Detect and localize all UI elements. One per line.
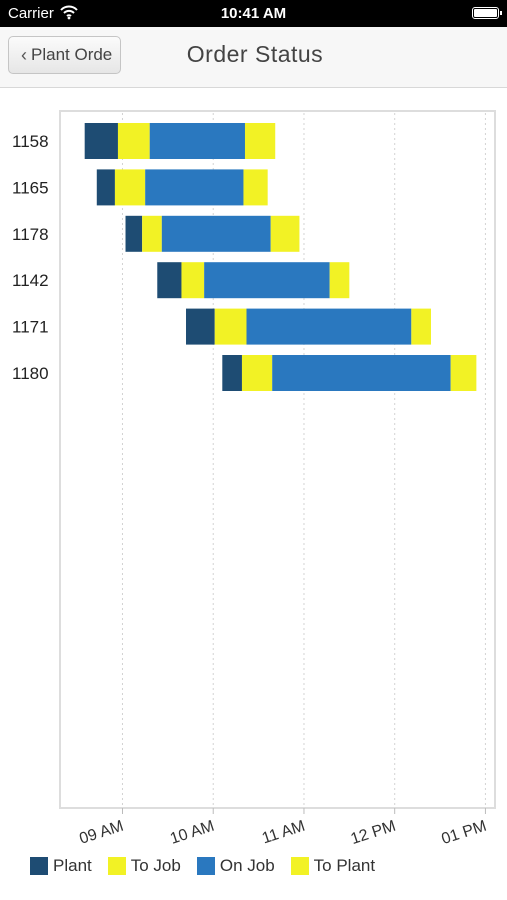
on-job-segment — [145, 169, 244, 206]
row-label: 1165 — [12, 178, 49, 197]
legend-item-to-job: To Job — [107, 856, 181, 876]
to-job-segment — [114, 169, 146, 206]
legend-swatch-plant — [30, 857, 48, 875]
to-plant-segment — [270, 215, 300, 252]
row-label: 1180 — [12, 364, 49, 383]
on-job-segment — [161, 215, 271, 252]
battery-icon — [472, 7, 502, 19]
legend-item-plant: Plant — [30, 856, 92, 876]
x-tick-label: 09 AM — [77, 818, 125, 848]
on-job-segment — [272, 355, 451, 391]
back-button[interactable]: ‹ Plant Orde — [8, 36, 121, 74]
status-bar: Carrier 10:41 AM — [0, 0, 507, 27]
to-plant-segment — [450, 355, 477, 391]
legend-item-on-job: On Job — [196, 856, 275, 876]
legend-label: Plant — [53, 856, 92, 875]
legend-label: On Job — [219, 856, 275, 875]
to-job-segment — [142, 215, 162, 252]
to-job-segment — [117, 123, 150, 159]
row-label: 1142 — [12, 271, 49, 290]
to-plant-segment — [243, 169, 268, 206]
plant-segment — [96, 169, 115, 206]
x-tick-label: 12 PM — [349, 818, 398, 848]
back-button-label: Plant Orde — [31, 45, 113, 64]
plant-segment — [186, 308, 215, 345]
row-label: 1178 — [12, 225, 49, 244]
on-job-segment — [246, 308, 412, 345]
plant-segment — [84, 123, 118, 159]
row-label: 1158 — [12, 132, 49, 151]
gantt-chart: 09 AM 10 AM 11 AM 12 PM 01 PM 1158 1165 1178 114… — [12, 110, 496, 848]
to-plant-segment — [244, 123, 276, 159]
carrier-label: Carrier — [8, 5, 54, 22]
on-job-segment — [204, 262, 330, 299]
page-title: Order Status — [186, 41, 324, 67]
chart-legend: Plant To Job On Job To Plant — [30, 855, 391, 877]
to-job-segment — [214, 308, 247, 345]
legend-label: To Plant — [313, 856, 376, 875]
x-tick-label: 10 AM — [168, 818, 216, 848]
plant-segment — [157, 262, 182, 299]
legend-swatch-to-job — [107, 857, 126, 875]
plant-segment — [125, 215, 143, 252]
x-tick-label: 01 PM — [439, 818, 488, 848]
on-job-segment — [149, 123, 245, 159]
to-job-segment — [181, 262, 205, 299]
to-job-segment — [241, 355, 273, 391]
plant-segment — [222, 355, 242, 391]
x-tick-label: 11 AM — [260, 818, 307, 848]
to-plant-segment — [329, 262, 350, 299]
wifi-icon — [60, 5, 78, 20]
chevron-left-icon: ‹ — [21, 44, 27, 65]
legend-swatch-to-plant — [290, 857, 309, 875]
to-plant-segment — [411, 308, 431, 345]
plot-frame — [59, 110, 496, 809]
row-label: 1171 — [12, 318, 49, 337]
legend-swatch-on-job — [196, 857, 215, 875]
legend-item-to-plant: To Plant — [290, 856, 376, 876]
navigation-bar: ‹ Plant Orde Order Status — [0, 27, 507, 88]
clock-label: 10:41 AM — [220, 5, 287, 22]
legend-label: To Job — [130, 856, 181, 875]
